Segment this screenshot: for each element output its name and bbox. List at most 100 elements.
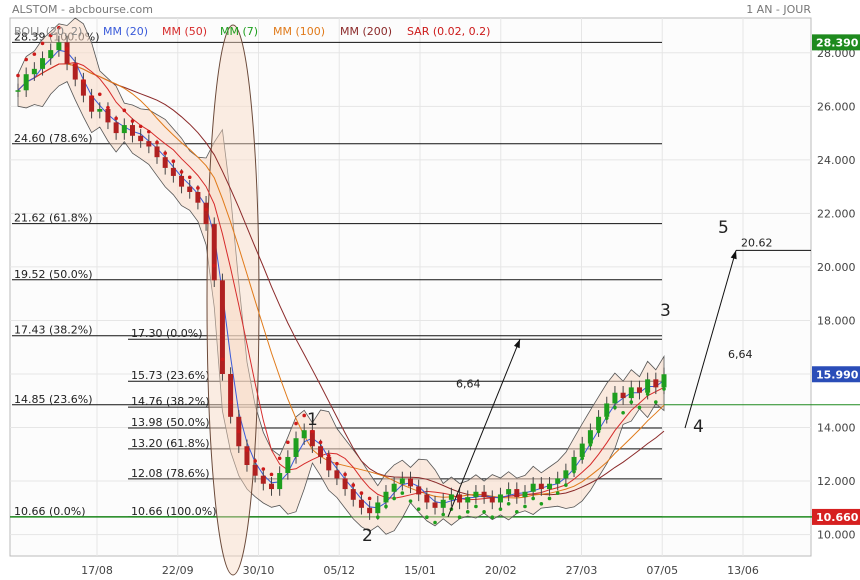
fib-main-label: 10.66 (0.0%) bbox=[14, 505, 86, 518]
sar-dot bbox=[637, 405, 642, 410]
fib-main-label: 17.43 (38.2%) bbox=[14, 324, 93, 337]
sar-dot bbox=[482, 510, 486, 514]
fib-main-label: 19.52 (50.0%) bbox=[14, 268, 93, 281]
candle-body bbox=[277, 473, 283, 490]
sar-dot bbox=[555, 491, 560, 495]
sar-dot bbox=[580, 456, 585, 461]
ma-50-line bbox=[17, 61, 665, 501]
candle-body bbox=[154, 146, 160, 158]
candle-body bbox=[326, 456, 332, 471]
candle-body bbox=[64, 42, 70, 64]
candle-body bbox=[162, 157, 168, 168]
sar-dot bbox=[343, 472, 347, 477]
sar-dot bbox=[220, 357, 225, 362]
sar-dot bbox=[106, 105, 110, 110]
x-tick-label: 20/02 bbox=[485, 564, 517, 577]
candle-body bbox=[424, 494, 430, 503]
fib-main-label: 24.60 (78.6%) bbox=[14, 132, 93, 145]
sar-dot bbox=[286, 440, 290, 445]
sar-dot bbox=[425, 515, 429, 519]
fib-secondary-label: 15.73 (23.6%) bbox=[131, 369, 210, 382]
sar-dot bbox=[24, 57, 28, 62]
candle-body bbox=[285, 456, 291, 474]
candle-body bbox=[645, 379, 651, 393]
projection-label-1: 6,64 bbox=[456, 377, 481, 390]
highlight-ellipse bbox=[206, 24, 260, 576]
candle-body bbox=[408, 478, 414, 487]
candle-body bbox=[448, 494, 454, 500]
candle-body bbox=[473, 491, 479, 498]
sar-dot bbox=[531, 496, 535, 501]
fib-secondary-label: 13.20 (61.8%) bbox=[131, 437, 210, 450]
fib-secondary-label: 10.66 (100.0%) bbox=[131, 505, 217, 518]
candle-body bbox=[530, 483, 536, 492]
y-tick-label: 10.000 bbox=[817, 529, 856, 542]
sar-dot bbox=[392, 496, 396, 501]
sar-dot bbox=[97, 92, 102, 97]
sar-dot bbox=[73, 63, 78, 67]
sar-dot bbox=[310, 429, 315, 434]
ma-100-line bbox=[17, 63, 665, 499]
candle-body bbox=[522, 491, 528, 498]
sar-dot bbox=[294, 421, 298, 426]
sar-dot bbox=[204, 207, 208, 212]
sar-dot bbox=[645, 392, 650, 396]
sar-dot bbox=[588, 443, 593, 447]
sar-dot bbox=[400, 491, 405, 495]
sar-dot bbox=[81, 79, 86, 83]
sar-dot bbox=[359, 491, 364, 495]
candle-body bbox=[481, 491, 487, 498]
candle-body bbox=[293, 438, 299, 457]
candle-body bbox=[268, 483, 274, 490]
fib-secondary-label: 13.98 (50.0%) bbox=[131, 416, 210, 429]
candle-body bbox=[538, 483, 544, 490]
candle-body bbox=[203, 202, 209, 225]
legend-item: BOLL (20, 2) bbox=[14, 25, 82, 38]
candle-body bbox=[187, 186, 193, 192]
sar-dot bbox=[318, 440, 323, 445]
candle-body bbox=[146, 141, 152, 147]
candle-body bbox=[416, 486, 422, 495]
projection-arrow-1-head bbox=[513, 339, 520, 349]
projection-arrow-2 bbox=[684, 250, 737, 429]
sar-dot bbox=[57, 25, 61, 30]
sar-dot bbox=[490, 515, 495, 519]
candle-body bbox=[375, 502, 381, 514]
wave-label-5: 5 bbox=[718, 218, 729, 238]
candle-body bbox=[48, 50, 54, 59]
sar-dot bbox=[596, 429, 601, 434]
candle-body bbox=[121, 125, 127, 134]
fib-secondary-label: 14.76 (38.2%) bbox=[131, 395, 210, 408]
price-tag bbox=[812, 366, 860, 383]
chart-period: 1 AN - JOUR bbox=[746, 3, 811, 16]
sar-dot bbox=[32, 52, 37, 56]
sar-dot bbox=[662, 387, 666, 391]
sar-dot bbox=[441, 512, 446, 517]
sar-dot bbox=[515, 510, 519, 514]
candle-body bbox=[244, 446, 250, 465]
sar-dot bbox=[506, 502, 511, 506]
chart-title: ALSTOM - abcbourse.com bbox=[12, 3, 153, 16]
x-tick-label: 30/10 bbox=[243, 564, 275, 577]
sar-dot bbox=[48, 33, 53, 38]
y-tick-label: 26.000 bbox=[817, 100, 856, 113]
candle-body bbox=[228, 373, 234, 417]
x-tick-label: 27/03 bbox=[566, 564, 598, 577]
sar-dot bbox=[171, 159, 176, 163]
candle-body bbox=[571, 456, 577, 471]
candle-body bbox=[179, 175, 185, 187]
sar-dot bbox=[261, 467, 266, 471]
candle-body bbox=[489, 497, 495, 503]
candle-body bbox=[80, 79, 86, 96]
candle-body bbox=[211, 224, 217, 281]
candle-body bbox=[497, 494, 503, 503]
y-tick-label: 14.000 bbox=[817, 422, 856, 435]
sar-dot bbox=[416, 507, 421, 511]
candle-body bbox=[391, 483, 397, 492]
candle-body bbox=[260, 475, 266, 484]
candle-body bbox=[40, 58, 46, 69]
x-tick-label: 17/08 bbox=[81, 564, 113, 577]
y-tick-label: 24.000 bbox=[817, 154, 856, 167]
sar-dot bbox=[539, 502, 544, 506]
